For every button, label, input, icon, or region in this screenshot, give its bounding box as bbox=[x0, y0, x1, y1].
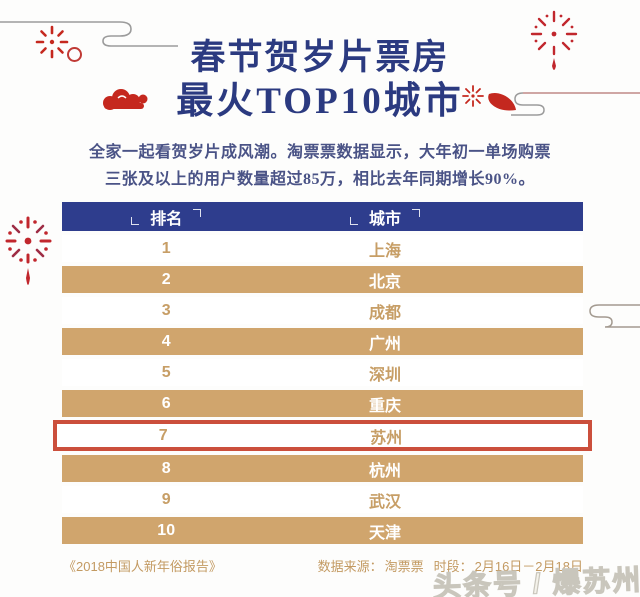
city-cell: 苏州 bbox=[370, 429, 403, 447]
rank-cell: 10 bbox=[157, 521, 176, 539]
table-row: 10 天津 bbox=[62, 517, 583, 544]
corner-bracket-icon bbox=[131, 216, 140, 225]
corner-bracket-icon bbox=[193, 208, 202, 217]
rank-cell: 9 bbox=[161, 490, 171, 508]
rank-cell: 8 bbox=[161, 459, 171, 477]
subtitle: 全家一起看贺岁片成风潮。淘票票数据显示，大年初一单场购票 三张及以上的用户数量超… bbox=[0, 139, 640, 193]
rank-cell: 4 bbox=[161, 332, 171, 350]
city-cell: 成都 bbox=[369, 304, 402, 322]
rank-cell: 5 bbox=[161, 363, 171, 381]
city-column-header: 城市 bbox=[270, 205, 499, 229]
table-row: 3 成都 bbox=[62, 297, 583, 324]
city-cell: 天津 bbox=[369, 524, 402, 542]
data-source: 数据来源： 淘票票 时段： 2月16日－2月18日 bbox=[316, 556, 583, 575]
title-line-2: 最火TOP10城市 bbox=[176, 81, 464, 122]
table-row: 5 深圳 bbox=[62, 359, 583, 386]
rank-cell: 6 bbox=[161, 394, 171, 412]
cloud-line-icon bbox=[511, 92, 640, 116]
rank-cell: 3 bbox=[161, 301, 171, 319]
cloud-line-icon bbox=[589, 304, 640, 328]
table-row: 6 重庆 bbox=[62, 390, 583, 417]
source-value: 淘票票 bbox=[384, 559, 424, 574]
time-label: 时段： bbox=[433, 559, 473, 574]
sparkle-icon bbox=[35, 25, 69, 59]
subtitle-line-2: 三张及以上的用户数量超过85万，相比去年同期增长90%。 bbox=[104, 171, 535, 188]
rank-cell: 1 bbox=[161, 239, 171, 257]
ranking-table: 排名 城市 1 上海 2 北京 3 成都 4 广州 5 深圳 bbox=[53, 202, 592, 544]
corner-bracket-icon bbox=[350, 216, 358, 225]
page-title: 春节贺岁片票房 最火TOP10城市 bbox=[0, 36, 640, 124]
city-header-label: 城市 bbox=[369, 210, 402, 228]
subtitle-line-1: 全家一起看贺岁片成风潮。淘票票数据显示，大年初一单场购票 bbox=[88, 144, 551, 161]
time-value: 2月16日－2月18日 bbox=[474, 559, 583, 574]
cloud-line-icon bbox=[0, 21, 178, 47]
table-row-highlighted: 7 苏州 bbox=[53, 420, 592, 451]
rank-header-label: 排名 bbox=[150, 210, 183, 228]
corner-bracket-icon bbox=[412, 208, 421, 217]
table-row: 2 北京 bbox=[62, 266, 583, 293]
city-cell: 武汉 bbox=[369, 493, 402, 511]
source-label: 数据来源： bbox=[317, 559, 383, 574]
table-row: 1 上海 bbox=[62, 235, 583, 262]
table-row: 8 杭州 bbox=[62, 455, 583, 482]
city-cell: 上海 bbox=[369, 242, 402, 260]
city-cell: 重庆 bbox=[369, 397, 402, 415]
circle-icon bbox=[67, 47, 82, 62]
report-source: 《2018中国人新年俗报告》 bbox=[63, 559, 222, 574]
table-row: 9 武汉 bbox=[62, 486, 583, 513]
city-cell: 广州 bbox=[369, 335, 402, 353]
sparkle-icon bbox=[462, 85, 484, 107]
table-header-row: 排名 城市 bbox=[62, 202, 583, 231]
rank-cell: 7 bbox=[158, 426, 168, 444]
firework-icon bbox=[5, 216, 52, 285]
city-cell: 杭州 bbox=[369, 462, 402, 480]
rank-column-header: 排名 bbox=[62, 205, 270, 229]
title-line-1: 春节贺岁片票房 bbox=[190, 38, 450, 77]
red-cloud-icon bbox=[103, 89, 148, 110]
city-cell: 北京 bbox=[369, 273, 402, 291]
leaf-icon bbox=[488, 92, 516, 111]
watermark: 头条号 / 爆苏州 bbox=[432, 564, 640, 597]
city-cell: 深圳 bbox=[369, 366, 402, 384]
table-row: 4 广州 bbox=[62, 328, 583, 355]
rank-cell: 2 bbox=[161, 270, 171, 288]
firework-icon bbox=[530, 10, 578, 70]
